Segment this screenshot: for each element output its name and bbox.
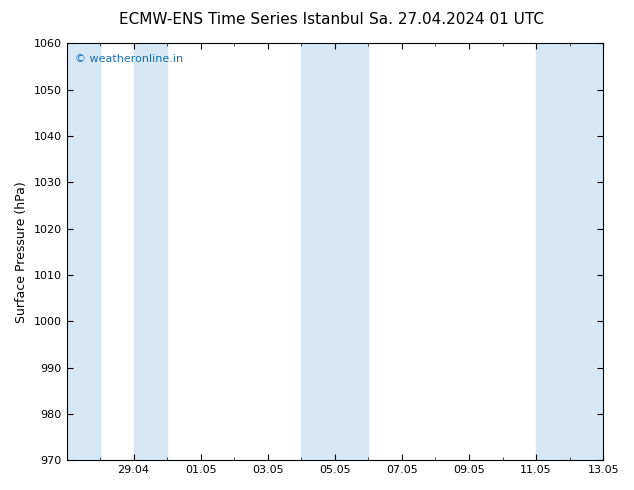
Text: Sa. 27.04.2024 01 UTC: Sa. 27.04.2024 01 UTC: [369, 12, 544, 27]
Text: © weatheronline.in: © weatheronline.in: [75, 54, 183, 64]
Bar: [67, 44, 100, 460]
Bar: [301, 44, 368, 460]
Bar: [536, 44, 603, 460]
Y-axis label: Surface Pressure (hPa): Surface Pressure (hPa): [15, 181, 28, 323]
Text: ECMW-ENS Time Series Istanbul: ECMW-ENS Time Series Istanbul: [119, 12, 363, 27]
Bar: [134, 44, 167, 460]
